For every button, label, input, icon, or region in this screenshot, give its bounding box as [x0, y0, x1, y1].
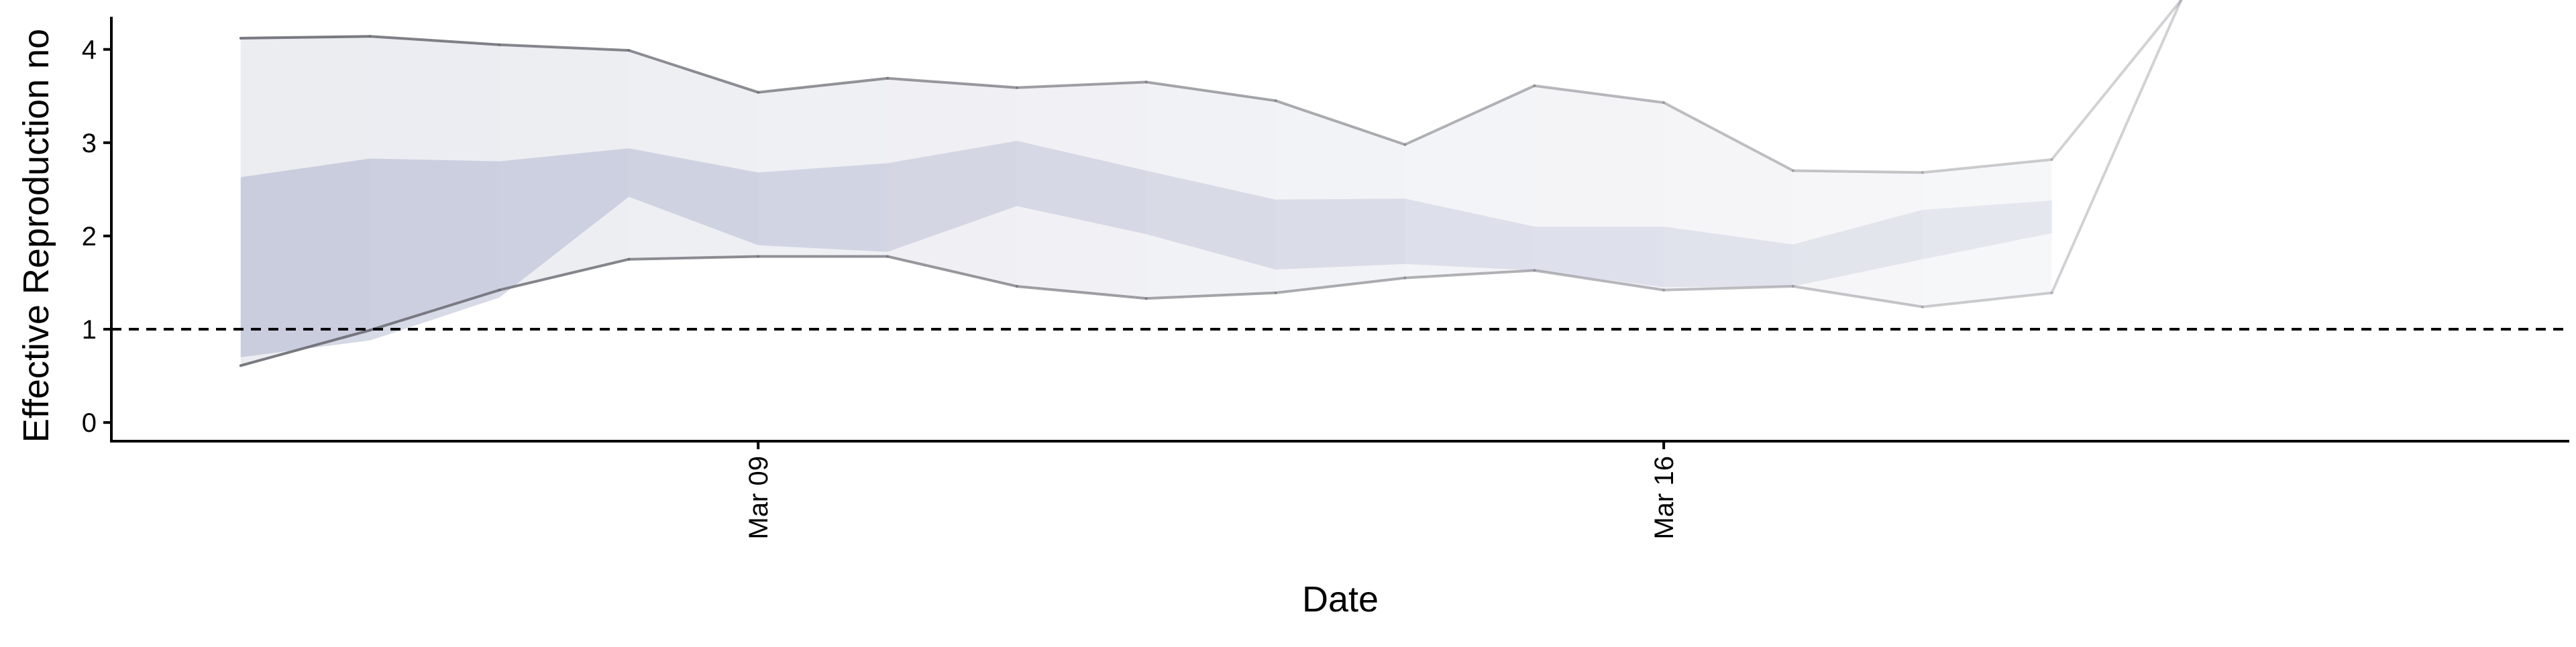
x-tick-label: Mar 09	[744, 456, 773, 540]
outer-band-segment	[240, 36, 370, 366]
outer-band-upper-edge-segment	[757, 76, 890, 94]
outer-band-upper-edge-segment	[1015, 80, 1148, 89]
inner-band-segment	[1405, 198, 1535, 271]
outer-band-upper-edge-segment	[1144, 80, 1277, 103]
outer-band-upper-edge-segment	[1662, 101, 1794, 172]
outer-band-lower-edge-segment	[2050, 0, 2183, 294]
outer-band-lower-edge-segment	[1015, 285, 1148, 300]
y-tick-label: 2	[82, 222, 97, 251]
outer-band-segment	[758, 78, 888, 257]
outer-band-segment	[1016, 82, 1146, 299]
outer-band-lower-edge-segment	[1403, 269, 1536, 280]
outer-band-upper-edge-segment	[1533, 84, 1666, 104]
inner-band-segment	[758, 163, 888, 252]
outer-band-upper-edge-segment	[1791, 169, 1924, 174]
outer-band-segment	[1534, 85, 1664, 290]
outer-band-upper-edge-segment	[368, 35, 501, 46]
outer-band-lower-edge-segment	[1791, 285, 1924, 308]
outer-band-lower-edge-segment	[368, 288, 501, 332]
outer-band-upper-edge-segment	[1274, 99, 1407, 146]
outer-band-upper-edge-segment	[2050, 0, 2183, 161]
outer-band-lower-edge-segment	[1921, 291, 2053, 308]
outer-band-upper-edge-segment	[1403, 84, 1536, 146]
inner-band-segment	[1146, 170, 1276, 270]
outer-band-segment	[1405, 85, 1535, 278]
outer-band-segment	[499, 44, 629, 290]
outer-band-upper-edge-segment	[498, 43, 631, 52]
x-axis-title: Date	[1302, 579, 1379, 620]
inner-band-segment	[499, 148, 629, 298]
outer-band-upper-edge-segment	[239, 35, 372, 40]
outer-band-segment	[370, 36, 500, 331]
outer-band-lower-edge-segment	[498, 257, 631, 292]
inner-band-segment	[1664, 227, 1793, 288]
outer-band-lower-edge-segment	[1662, 285, 1794, 292]
outer-band-lower-edge-segment	[886, 255, 1018, 288]
outer-band-upper-edge-segment	[627, 49, 760, 94]
bands-layer	[240, 36, 2052, 366]
outer-band-segment	[1146, 82, 1276, 299]
outer-band-lower-edge-segment	[239, 329, 372, 367]
x-ticks-layer: Mar 09 Mar 16	[744, 441, 1679, 540]
inner-band-segment	[1275, 198, 1405, 270]
x-tick-label: Mar 16	[1650, 456, 1679, 540]
y-tick-label: 4	[82, 36, 97, 65]
outer-band-segment	[1922, 159, 2052, 307]
inner-band-segment	[1792, 210, 1923, 287]
outer-band-lower-edge-segment	[627, 255, 760, 261]
outer-band-upper-edge-segment	[886, 76, 1018, 89]
outer-band-lower-edge-segment	[1274, 276, 1407, 294]
outer-band-segment	[888, 78, 1017, 287]
y-tick-label: 3	[82, 129, 97, 158]
outer-band-lower-edge-segment	[1144, 291, 1277, 300]
outer-band-segment	[1275, 101, 1405, 293]
y-axis-title: Effective Reproduction no	[16, 29, 56, 443]
y-ticks-layer: 0 1 2 3 4	[82, 36, 111, 438]
inner-band-segment	[888, 141, 1017, 252]
y-tick-label: 1	[82, 315, 97, 345]
outer-band-upper-edge-segment	[1921, 158, 2053, 174]
inner-band-segment	[370, 158, 500, 341]
outline-layer	[239, 0, 2183, 367]
inner-band-segment	[1534, 227, 1664, 288]
y-tick-label: 0	[82, 408, 97, 438]
outer-band-segment	[1664, 103, 1793, 290]
outer-band-segment	[1792, 170, 1923, 307]
outer-band-segment	[629, 50, 759, 259]
inner-band-segment	[1922, 200, 2052, 259]
inner-band-segment	[1016, 141, 1146, 235]
inner-band-segment	[629, 148, 759, 245]
outer-band-lower-edge-segment	[1533, 269, 1666, 292]
inner-band-segment	[240, 158, 370, 357]
